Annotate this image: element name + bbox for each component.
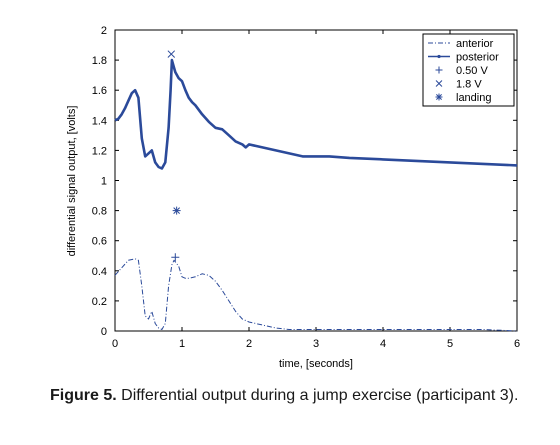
caption-label: Figure 5. [50, 387, 117, 404]
legend-dot [437, 54, 441, 59]
x-tick-label: 0 [112, 338, 118, 350]
y-tick-label: 0 [101, 326, 107, 338]
legend-marker-plus [435, 66, 443, 74]
legend-label: 1.8 V [456, 79, 482, 91]
marker-plus [171, 253, 180, 262]
y-axis-label: differential signal output, [volts] [66, 106, 78, 257]
marker-layer [167, 50, 181, 262]
y-tick-label: 0.8 [92, 206, 107, 218]
series-line-anterior [114, 258, 518, 332]
y-tick-label: 0.2 [92, 296, 107, 308]
legend-label: anterior [456, 38, 494, 50]
x-tick-label: 2 [246, 338, 252, 350]
legend-marker-asterisk [435, 93, 443, 101]
y-axis: 0 0.2 0.4 0.6 0.8 1 1.2 1.4 1.6 1.8 2 [92, 25, 517, 338]
chart: 0 1 2 3 4 5 6 0 0.2 0.4 0.6 0.8 1 1.2 1.4 1.6 1.8 2 time… [66, 25, 520, 370]
x-tick-label: 1 [179, 338, 185, 350]
y-tick-label: 0.6 [92, 236, 107, 248]
y-tick-label: 1.6 [92, 85, 107, 97]
figure-caption: Figure 5. Differential output during a j… [50, 385, 538, 406]
x-tick-label: 3 [313, 338, 319, 350]
marker-cross [167, 50, 176, 58]
x-tick-label: 5 [447, 338, 453, 350]
series-line-posterior [114, 58, 518, 170]
x-axis: 0 1 2 3 4 5 6 [112, 30, 520, 350]
x-tick-label: 4 [380, 338, 386, 350]
legend-marker-cross [435, 80, 443, 87]
y-tick-label: 1 [101, 176, 107, 188]
y-tick-label: 2 [101, 25, 107, 37]
x-axis-label: time, [seconds] [279, 358, 353, 370]
caption-text: Differential output during a jump exerci… [121, 387, 519, 404]
series-layer [114, 58, 518, 332]
marker-asterisk [172, 206, 181, 215]
y-tick-label: 0.4 [92, 266, 107, 278]
legend-label: landing [456, 92, 491, 104]
x-tick-label: 6 [514, 338, 520, 350]
legend-label: 0.50 V [456, 65, 488, 77]
y-tick-label: 1.8 [92, 55, 107, 67]
y-tick-label: 1.4 [92, 115, 107, 127]
y-tick-label: 1.2 [92, 145, 107, 157]
legend-label: posterior [456, 52, 499, 64]
